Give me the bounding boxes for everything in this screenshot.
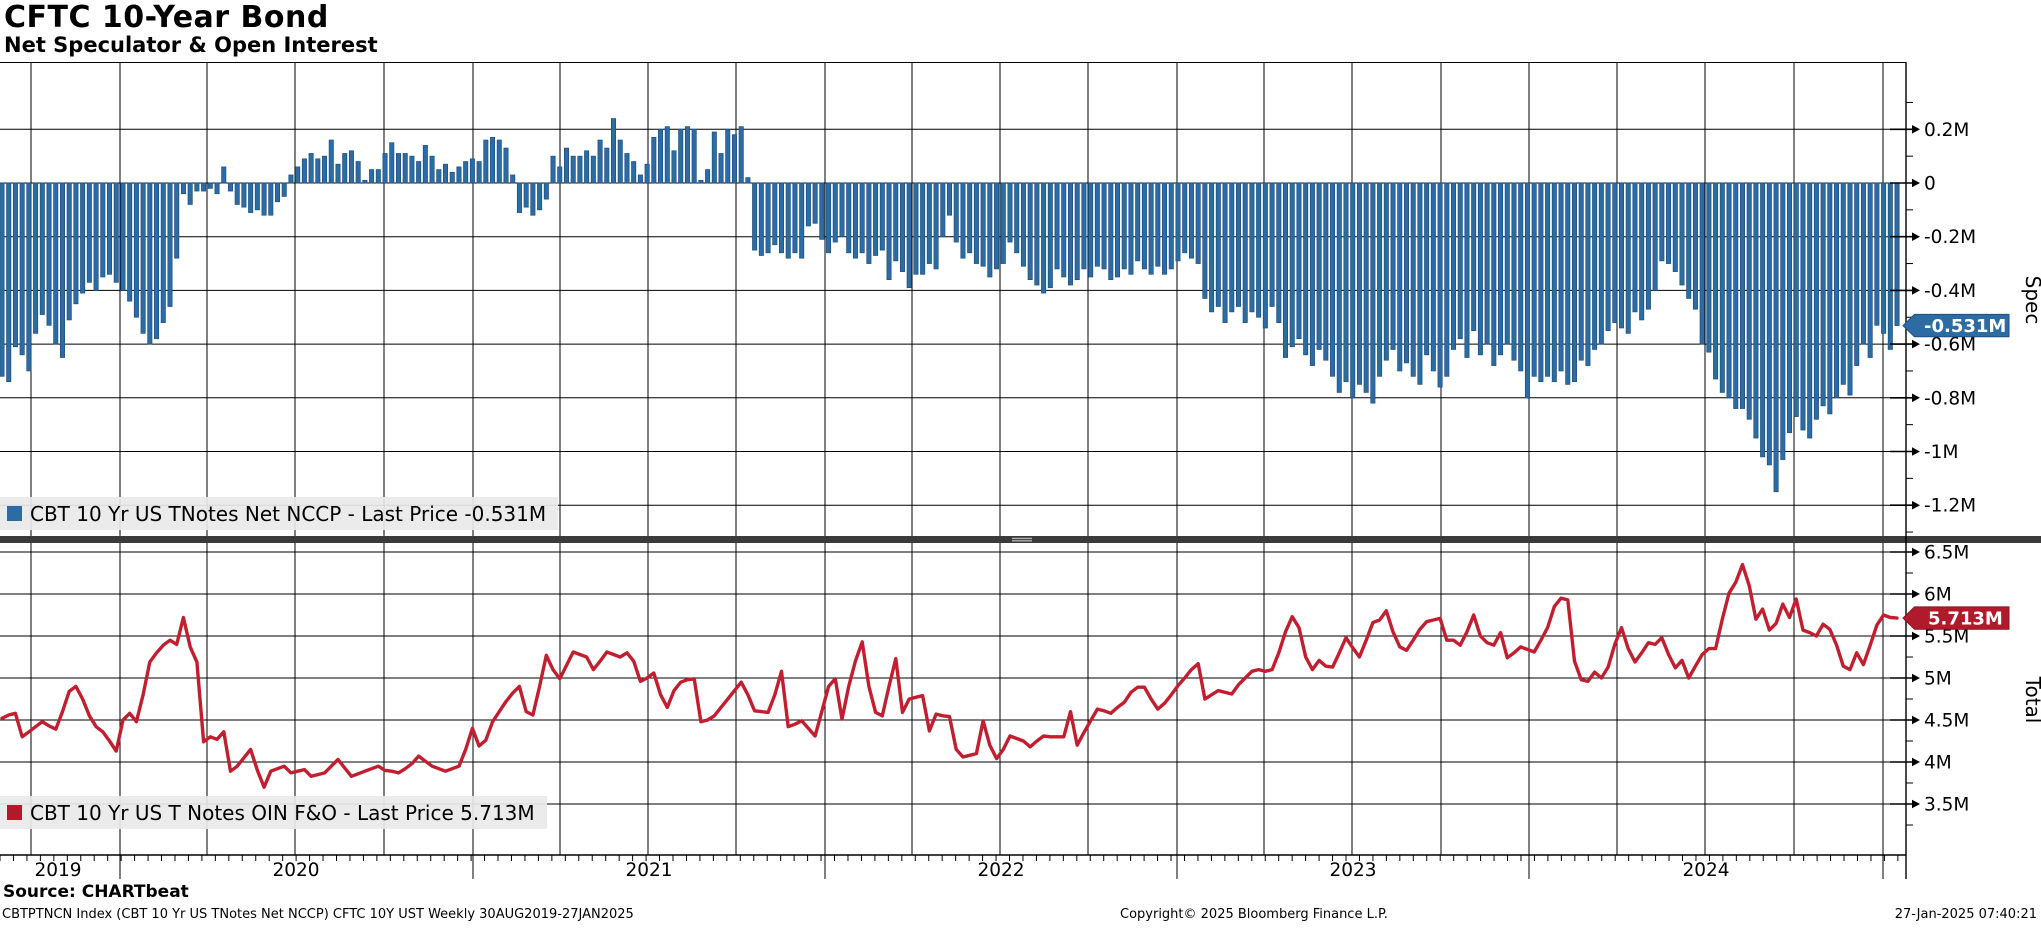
axis-tick-label: -0.8M	[1924, 388, 1976, 409]
axis-tick-label: -0.2M	[1924, 227, 1976, 248]
panel-divider-grip[interactable]	[1012, 537, 1032, 542]
x-axis-year-label: 2023	[1329, 860, 1376, 881]
page-subtitle: Net Speculator & Open Interest	[4, 33, 378, 57]
page-title: CFTC 10-Year Bond	[4, 0, 329, 35]
x-axis-year-label: 2020	[272, 860, 319, 881]
spec-bars-series	[0, 118, 1900, 493]
axis-tick-label: 4M	[1924, 753, 1952, 774]
chart-generated-layer: 0.2M 0 -0.2M -0.4M -0.6M -0.8M -1M -1.2M 6.5M 6M 5…	[0, 62, 2041, 881]
total-open-interest-line	[0, 562, 1899, 789]
legend-spec-series[interactable]: CBT 10 Yr US TNotes Net NCCP - Last Pric…	[0, 497, 559, 530]
timestamp: 27-Jan-2025 07:40:21	[1894, 907, 2037, 922]
axis-tick-label: -1M	[1924, 442, 1958, 463]
total-series-swatch-icon	[7, 805, 22, 820]
x-axis-year-label: 2022	[977, 860, 1024, 881]
spec-axis-title: Spec	[2021, 276, 2041, 325]
axis-tick-label: 5M	[1924, 669, 1952, 690]
x-axis-year-label: 2021	[625, 860, 672, 881]
axis-tick-label: 3.5M	[1924, 795, 1969, 816]
axis-tick-label: -0.6M	[1924, 335, 1976, 356]
spec-series-label: CBT 10 Yr US TNotes Net NCCP - Last Pric…	[30, 501, 547, 526]
spec-series-swatch-icon	[7, 506, 22, 521]
total-last-price-tag: 5.713M	[1902, 606, 2010, 630]
x-axis-year-label: 2024	[1682, 860, 1729, 881]
axis-tick-label: 5.5M	[1924, 627, 1969, 648]
axis-tick-label: -1.2M	[1924, 496, 1976, 517]
total-last-price-label: 5.713M	[1928, 609, 2003, 630]
axis-tick-label: 4.5M	[1924, 711, 1969, 732]
axis-tick-label: 0.2M	[1924, 120, 1969, 141]
axis-tick-label: 6M	[1924, 585, 1952, 606]
spec-last-price-label: -0.531M	[1924, 316, 2006, 337]
total-series-label: CBT 10 Yr US T Notes OIN F&O - Last Pric…	[30, 800, 535, 825]
total-axis-title: Total	[2021, 676, 2041, 724]
axis-tick-label: 0	[1924, 174, 1936, 195]
axis-tick-label: -0.4M	[1924, 281, 1976, 302]
spec-last-price-tag: -0.531M	[1902, 313, 2010, 338]
dual-panel-chart: 0.2M 0 -0.2M -0.4M -0.6M -0.8M -1M -1.2M 6.5M 6M 5…	[0, 62, 2041, 881]
x-axis-year-label: 2019	[34, 860, 81, 881]
axis-tick-label: 6.5M	[1924, 543, 1969, 564]
source-label: Source: CHARTbeat	[3, 882, 189, 902]
copyright-notice: Copyright© 2025 Bloomberg Finance L.P.	[1120, 907, 1388, 922]
legend-total-series[interactable]: CBT 10 Yr US T Notes OIN F&O - Last Pric…	[0, 796, 547, 829]
index-info: CBTPTNCN Index (CBT 10 Yr US TNotes Net …	[2, 907, 634, 922]
